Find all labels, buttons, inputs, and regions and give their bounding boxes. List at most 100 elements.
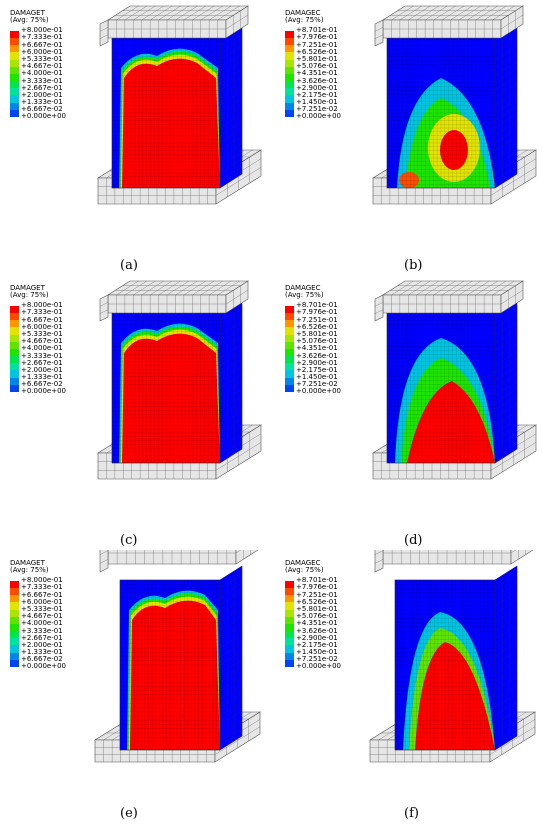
legend-value: +1.333e-01 (21, 373, 63, 382)
legend-swatch (285, 370, 294, 378)
legend-swatch (10, 66, 19, 74)
legend-entry: +4.351e-01 (285, 69, 341, 82)
legend-value: +5.076e-01 (296, 337, 338, 346)
legend-entry: +3.626e-01 (285, 352, 341, 364)
legend-swatch (285, 320, 294, 328)
legend-value: +0.000e+00 (296, 387, 341, 396)
legend-swatch (10, 334, 19, 342)
legend-value: +4.667e-01 (21, 612, 63, 621)
legend-entry: +2.175e-01 (285, 640, 341, 653)
legend-value: +6.667e-01 (21, 315, 63, 324)
legend-entry: +7.333e-01 (10, 309, 66, 321)
legend-entry: +5.333e-01 (10, 55, 66, 67)
legend-entry: +4.667e-01 (10, 62, 66, 74)
legend-value: +4.351e-01 (296, 344, 338, 353)
legend-entry: +6.000e-01 (10, 597, 66, 610)
legend-entry: +1.333e-01 (10, 99, 66, 110)
legend-entry: +6.526e-01 (285, 598, 341, 610)
legend-title: DAMAGEC (285, 559, 321, 567)
legend-swatch (285, 109, 294, 118)
legend-rows: +8.701e-01 +7.976e-01 +7.251e-01 +6.526e-01… (285, 577, 341, 670)
legend-value: +4.000e-01 (21, 344, 63, 353)
legend-swatch (10, 52, 19, 60)
legend-swatch (10, 88, 19, 96)
panel-a: DAMAGET (Avg: 75%) +8.000e-01 +7.333e-01 +… (0, 0, 275, 275)
legend-entry: +0.000e+00 (10, 663, 66, 670)
legend-swatch (10, 587, 19, 596)
legend-swatch (285, 602, 294, 610)
legend-value: +8.000e-01 (21, 576, 63, 585)
legend-value: +1.450e-01 (296, 98, 338, 107)
legend-value: +8.000e-01 (21, 301, 63, 310)
legend-entry: +8.701e-01 (285, 27, 341, 38)
legend-swatch (285, 45, 294, 53)
legend-value: +7.976e-01 (296, 583, 338, 592)
legend-swatch (10, 109, 19, 118)
legend-entry: +4.667e-01 (10, 612, 66, 624)
legend-subtitle: (Avg: 75%) (285, 566, 324, 575)
legend-subtitle: (Avg: 75%) (10, 291, 49, 300)
legend-rows: +8.000e-01 +7.333e-01 +6.667e-01 +6.000e-01… (10, 27, 66, 120)
damage-contour-model (368, 550, 537, 763)
legend-entry: +8.701e-01 (285, 577, 341, 588)
caption-e: (e) (120, 806, 138, 821)
damage-contour-model (371, 280, 538, 480)
legend-value: +1.333e-01 (21, 648, 63, 657)
legend-value: +6.526e-01 (296, 47, 338, 56)
caption-c: (c) (120, 533, 138, 548)
legend-value: +4.351e-01 (296, 619, 338, 628)
legend-value: +2.175e-01 (296, 640, 338, 649)
legend-swatch (10, 320, 19, 328)
legend-entry: +7.976e-01 (285, 309, 341, 321)
legend-swatch (285, 341, 294, 349)
legend-entry: +4.351e-01 (285, 344, 341, 357)
legend-swatch (285, 305, 294, 313)
legend-rows: +8.701e-01 +7.976e-01 +7.251e-01 +6.526e-01… (285, 302, 341, 395)
legend-entry: +0.000e+00 (285, 113, 341, 120)
legend-swatch (285, 59, 294, 67)
legend-value: +7.976e-01 (296, 33, 338, 42)
legend-title: DAMAGEC (285, 284, 321, 292)
legend-swatch (10, 81, 19, 89)
legend-value: +0.000e+00 (296, 112, 341, 121)
legend-value: +6.000e-01 (21, 47, 63, 56)
legend-swatch (285, 327, 294, 335)
legend-rows: +8.701e-01 +7.976e-01 +7.251e-01 +6.526e-01… (285, 27, 341, 120)
legend-value: +6.000e-01 (21, 597, 63, 606)
legend-value: +4.351e-01 (296, 69, 338, 78)
legend-value: +7.251e-01 (296, 40, 338, 49)
legend-entry: +5.076e-01 (285, 63, 341, 74)
legend-entry: +6.667e-02 (10, 105, 66, 118)
legend-entry: +3.333e-01 (10, 77, 66, 89)
legend-value: +1.450e-01 (296, 373, 338, 382)
legend-entry: +3.626e-01 (285, 76, 341, 89)
legend-entry: +6.667e-02 (10, 656, 66, 668)
legend-value: +4.667e-01 (21, 62, 63, 71)
legend-value: +7.251e-01 (296, 590, 338, 599)
legend-value: +2.000e-01 (21, 365, 63, 374)
legend-value: +3.626e-01 (296, 76, 338, 85)
panel-f: DAMAGEC (Avg: 75%) +8.701e-01 +7.976e-01 +… (275, 550, 550, 825)
legend-swatch (285, 587, 294, 596)
legend-value: +2.900e-01 (296, 83, 338, 92)
legend-swatch (285, 616, 294, 624)
legend-entry: +0.000e+00 (10, 113, 66, 120)
legend-swatch (285, 348, 294, 357)
legend-entry: +5.801e-01 (285, 55, 341, 67)
legend-value: +4.000e-01 (21, 69, 63, 78)
legend-entry: +2.175e-01 (285, 91, 341, 103)
legend-value: +6.667e-02 (21, 105, 63, 114)
legend-entry: +8.000e-01 (10, 27, 66, 38)
legend-entry: +5.801e-01 (285, 605, 341, 617)
legend-value: +7.333e-01 (21, 33, 63, 42)
legend-swatch (10, 370, 19, 378)
legend-rows: +8.000e-01 +7.333e-01 +6.667e-01 +6.000e-01… (10, 302, 66, 395)
legend-swatch (10, 73, 19, 82)
legend-swatch (285, 334, 294, 342)
legend-entry: +2.900e-01 (285, 634, 341, 646)
panel-c: DAMAGET (Avg: 75%) +8.000e-01 +7.333e-01 +… (0, 275, 275, 550)
legend-entry: +2.000e-01 (10, 91, 66, 103)
legend-swatch (285, 595, 294, 603)
legend: DAMAGEC (Avg: 75%) +8.701e-01 +7.976e-01 +… (285, 9, 341, 121)
legend-entry: +7.251e-02 (285, 106, 341, 118)
